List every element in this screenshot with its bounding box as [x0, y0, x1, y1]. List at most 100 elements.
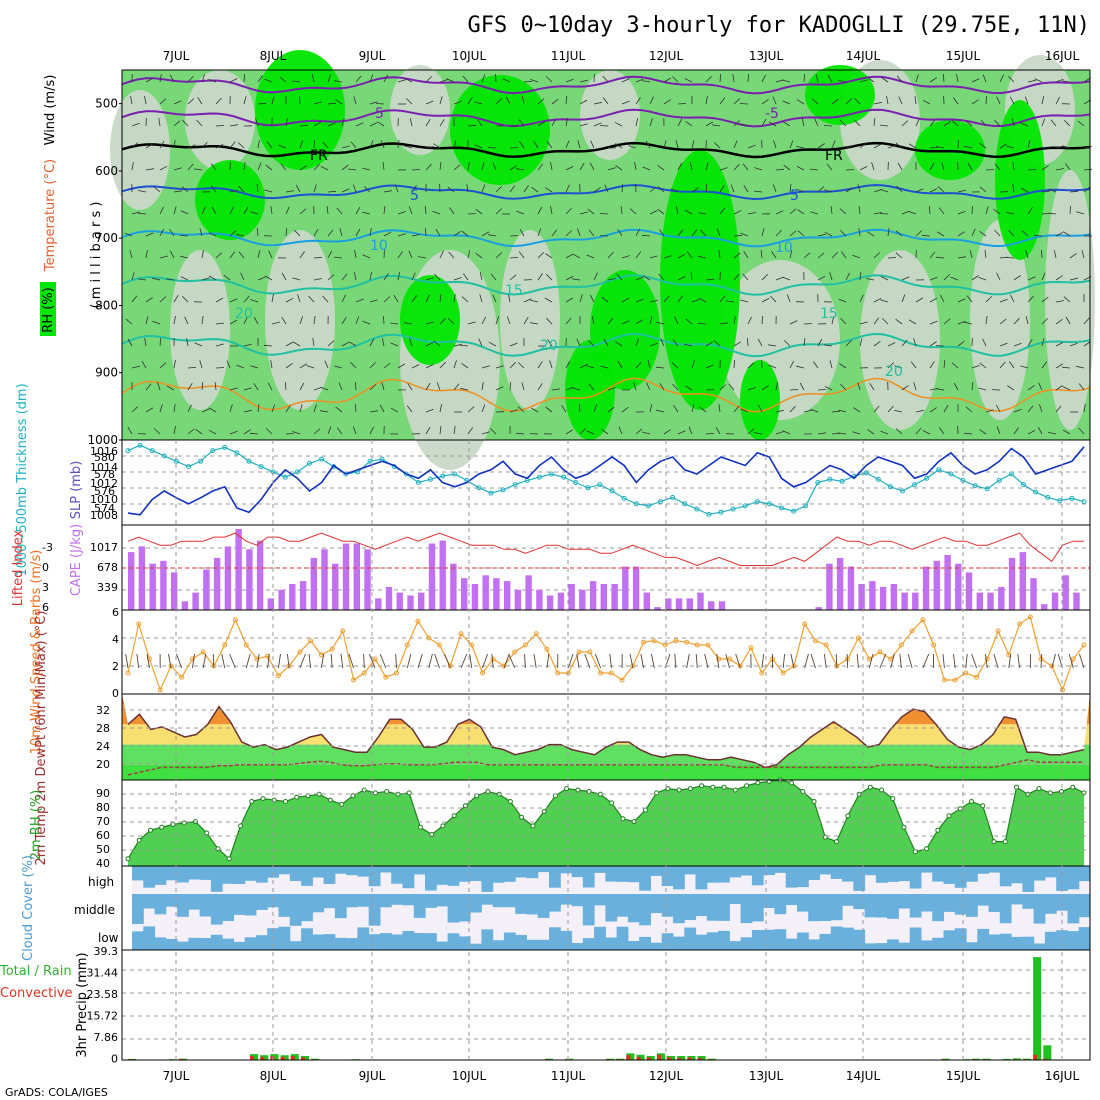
- wind-barb: [733, 98, 741, 105]
- wind-speed-point: [1017, 621, 1023, 627]
- wind-barb: [982, 74, 987, 83]
- wind-barb: [181, 186, 189, 193]
- wind-barb: [634, 162, 637, 171]
- wind-barb: [327, 102, 337, 105]
- wind-barb: [551, 388, 560, 391]
- wind-barb: [743, 184, 749, 193]
- wind-barb: [462, 273, 469, 281]
- wind-barb: [577, 228, 581, 237]
- wind-barb: [899, 653, 902, 669]
- wind-barb: [993, 653, 999, 669]
- wind-barb: [740, 408, 749, 413]
- wind-barb: [593, 272, 598, 281]
- cloud-low: [1011, 936, 1023, 950]
- wind-barb: [938, 427, 945, 435]
- wind-barb: [127, 426, 133, 435]
- wind-barb: [236, 364, 245, 369]
- cape-bar: [375, 598, 382, 610]
- wind-barb: [677, 253, 686, 259]
- precip-tick-label: 0: [111, 1053, 118, 1066]
- cloud-low: [165, 939, 178, 950]
- wind-speed-point: [351, 677, 357, 683]
- wind-barb: [369, 338, 375, 347]
- thickness-point: [621, 495, 627, 501]
- cloud-high: [627, 866, 640, 883]
- wind-speed-point: [480, 670, 485, 676]
- wind-barb: [453, 360, 457, 369]
- thickness-point: [585, 485, 591, 491]
- wind-barb: [1041, 118, 1046, 127]
- wind-barb: [1006, 211, 1015, 215]
- wind-barb: [330, 653, 333, 669]
- wind-barb: [691, 229, 698, 237]
- wind-barb: [754, 167, 763, 171]
- wind-barb: [677, 103, 687, 105]
- contour-label: 10: [775, 240, 793, 256]
- wind-barb: [327, 122, 336, 127]
- wind-barb: [811, 98, 819, 105]
- cloud-high: [673, 866, 685, 890]
- wind-barb: [663, 295, 670, 303]
- contour-label: 5: [790, 188, 799, 204]
- cloud-high: [966, 866, 978, 882]
- cloud-middle: [774, 894, 787, 915]
- wind-barb: [411, 272, 416, 281]
- wind-barb: [201, 250, 204, 259]
- wind-barb: [1008, 229, 1015, 237]
- cloud-middle: [346, 894, 358, 908]
- cape-bar: [525, 575, 532, 610]
- wind-barb: [530, 407, 539, 413]
- thickness-point: [924, 475, 930, 481]
- wind-barb: [971, 228, 976, 237]
- wind-barb: [313, 256, 323, 259]
- wind-barb: [586, 254, 595, 259]
- wind-barb: [852, 431, 861, 435]
- wind-barb: [462, 75, 469, 83]
- cloud-middle: [627, 894, 640, 923]
- wind-barb: [308, 653, 312, 669]
- cloud-high: [808, 866, 820, 880]
- wind-barb: [362, 320, 371, 325]
- 2m-rh-point: [800, 789, 806, 794]
- wind-barb: [284, 381, 287, 391]
- wind-barb: [817, 389, 827, 391]
- wind-barb: [537, 361, 543, 369]
- wind-barb: [409, 118, 413, 127]
- wind-barb: [782, 653, 786, 669]
- wind-barb: [257, 75, 263, 83]
- wind-barb: [691, 140, 695, 149]
- wind-barb: [1041, 296, 1049, 303]
- wind-barb: [674, 316, 679, 325]
- temperature-contour: [121, 141, 1091, 159]
- wind-barb: [453, 164, 461, 171]
- wind-barb: [1077, 120, 1085, 127]
- wind-barb: [657, 164, 665, 171]
- cloud-low: [706, 932, 719, 950]
- wind-barb: [857, 382, 861, 391]
- wind-speed-point: [372, 656, 378, 662]
- wind-barb: [537, 206, 543, 215]
- cloud-middle: [447, 894, 460, 923]
- cloud-high: [797, 866, 809, 888]
- cape-bar: [1041, 604, 1048, 610]
- cloud-low: [526, 939, 539, 950]
- wind-speed-point: [404, 642, 410, 648]
- cloud-low: [695, 934, 708, 950]
- wind-barb: [152, 320, 161, 325]
- 2m-rh-point: [148, 827, 153, 833]
- cloud-high: [391, 866, 403, 884]
- wind-barb: [439, 162, 442, 171]
- cape-bar: [203, 569, 210, 610]
- wind-barb: [1063, 296, 1071, 303]
- wind-barb: [733, 273, 740, 281]
- wind-barb: [439, 79, 448, 83]
- wind-barb: [733, 120, 740, 127]
- temp-tick-label: 28: [96, 722, 110, 735]
- wind-barb: [761, 74, 766, 83]
- wind-barb: [593, 122, 602, 127]
- wind-barb: [740, 299, 749, 303]
- wind-barb: [815, 74, 819, 83]
- wind-barb: [895, 142, 903, 149]
- wind-barb: [439, 426, 442, 435]
- 2m-rh-point: [226, 856, 232, 862]
